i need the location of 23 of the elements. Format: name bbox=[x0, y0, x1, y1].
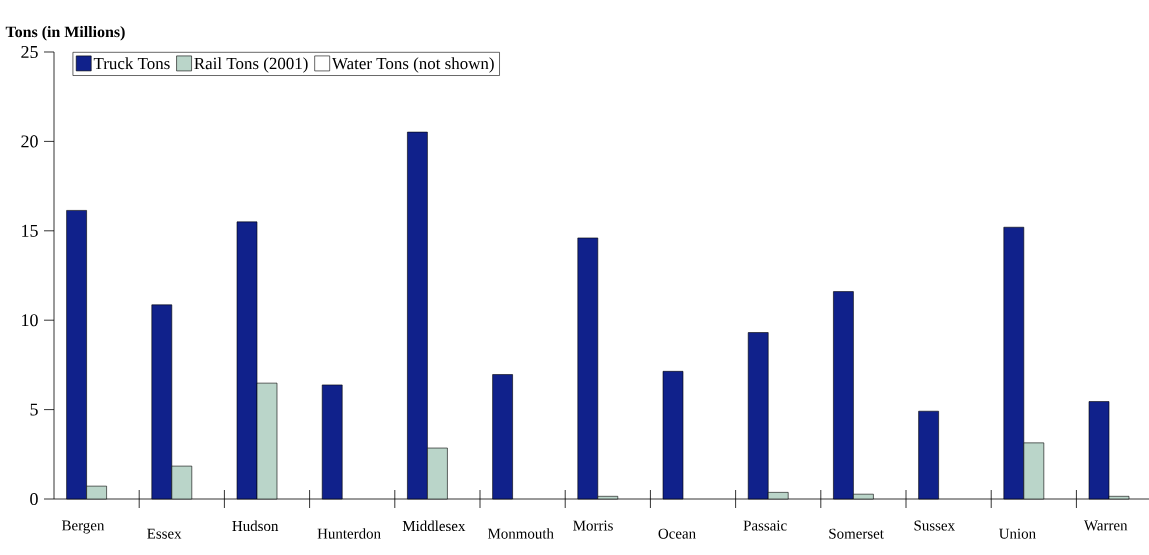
x-tick-label: Bergen bbox=[61, 520, 105, 534]
y-tick-label: 0 bbox=[30, 492, 38, 506]
x-tick-label: Somerset bbox=[829, 528, 884, 539]
x-tick-label: Hunterdon bbox=[317, 528, 381, 539]
x-tick-label: Passaic bbox=[743, 520, 787, 531]
x-tick-label: Monmouth bbox=[487, 528, 554, 539]
x-tick-label: Essex bbox=[147, 528, 182, 539]
y-tick-label: 15 bbox=[22, 224, 38, 237]
x-tick-label: Ocean bbox=[658, 528, 696, 539]
legend-label: Water Tons (not shown) bbox=[331, 57, 494, 73]
y-axis-title: Tons (in Millions) bbox=[5, 26, 125, 41]
legend-label: Truck Tons bbox=[93, 57, 170, 70]
x-tick-label: Sussex bbox=[914, 520, 955, 531]
y-tick-label: 25 bbox=[21, 45, 38, 59]
legend-label: Rail Tons (2001) bbox=[194, 57, 308, 73]
y-tick-label: 10 bbox=[22, 314, 38, 327]
y-tick-label: 20 bbox=[21, 135, 38, 148]
x-tick-label: Middlesex bbox=[402, 520, 466, 532]
y-tick-label: 5 bbox=[30, 403, 38, 416]
x-tick-label: Hudson bbox=[232, 520, 279, 532]
x-tick-label: Warren bbox=[1083, 520, 1128, 531]
x-tick-label: Union bbox=[999, 528, 1036, 539]
x-tick-label: Morris bbox=[573, 520, 613, 531]
